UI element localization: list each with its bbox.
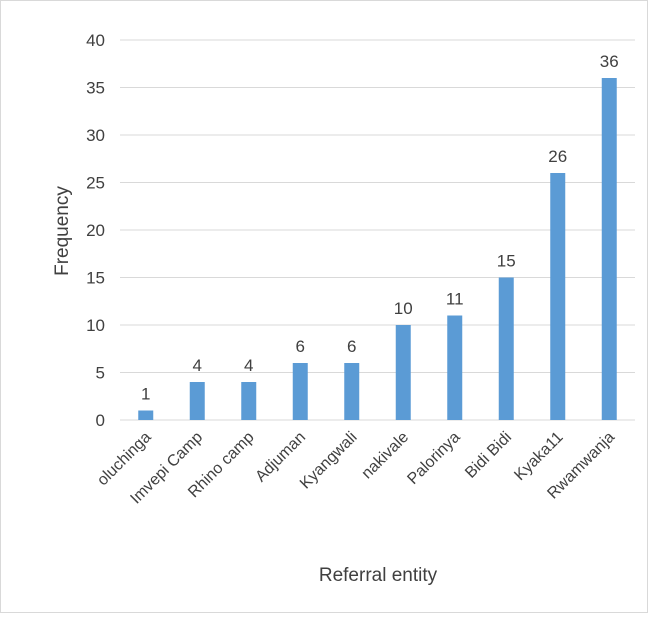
y-tick-label: 30: [86, 126, 105, 145]
y-tick-label: 20: [86, 221, 105, 240]
x-tick-label: Bidi Bidi: [462, 429, 515, 482]
bar: [189, 382, 205, 420]
data-label: 4: [244, 356, 253, 375]
data-label: 10: [394, 299, 413, 318]
data-label: 11: [446, 290, 464, 309]
data-label: 6: [347, 337, 356, 356]
data-label: 4: [193, 356, 202, 375]
y-tick-label: 5: [96, 364, 105, 383]
bar: [550, 173, 566, 420]
y-tick-label: 40: [86, 31, 105, 50]
x-tick-label: nakivale: [359, 429, 413, 483]
bars: [138, 78, 617, 420]
bar: [395, 325, 411, 420]
data-label: 6: [296, 337, 305, 356]
x-tick-label: Palorinya: [404, 429, 463, 488]
y-tick-label: 25: [86, 174, 105, 193]
bar: [498, 277, 514, 420]
bar: [601, 78, 617, 420]
data-label: 26: [548, 147, 567, 166]
data-label: 15: [497, 252, 516, 271]
data-label: 1: [141, 385, 150, 404]
y-tick-label: 10: [86, 316, 105, 335]
bar: [292, 363, 308, 420]
y-axis-ticks: 0 5 10 15 20 25 30 35 40: [86, 31, 105, 430]
bar: [344, 363, 360, 420]
bar: [138, 410, 154, 420]
y-tick-label: 35: [86, 79, 105, 98]
y-tick-label: 15: [86, 269, 105, 288]
gridlines: [120, 39, 635, 421]
bar: [241, 382, 257, 420]
x-axis-title: Referral entity: [319, 565, 438, 586]
data-label: 36: [600, 52, 619, 71]
data-labels: 1 4 4 6 6 10 11 15 26 36: [141, 52, 619, 404]
y-tick-label: 0: [96, 411, 105, 430]
y-axis-title: Frequency: [52, 186, 73, 276]
bar: [447, 315, 463, 420]
